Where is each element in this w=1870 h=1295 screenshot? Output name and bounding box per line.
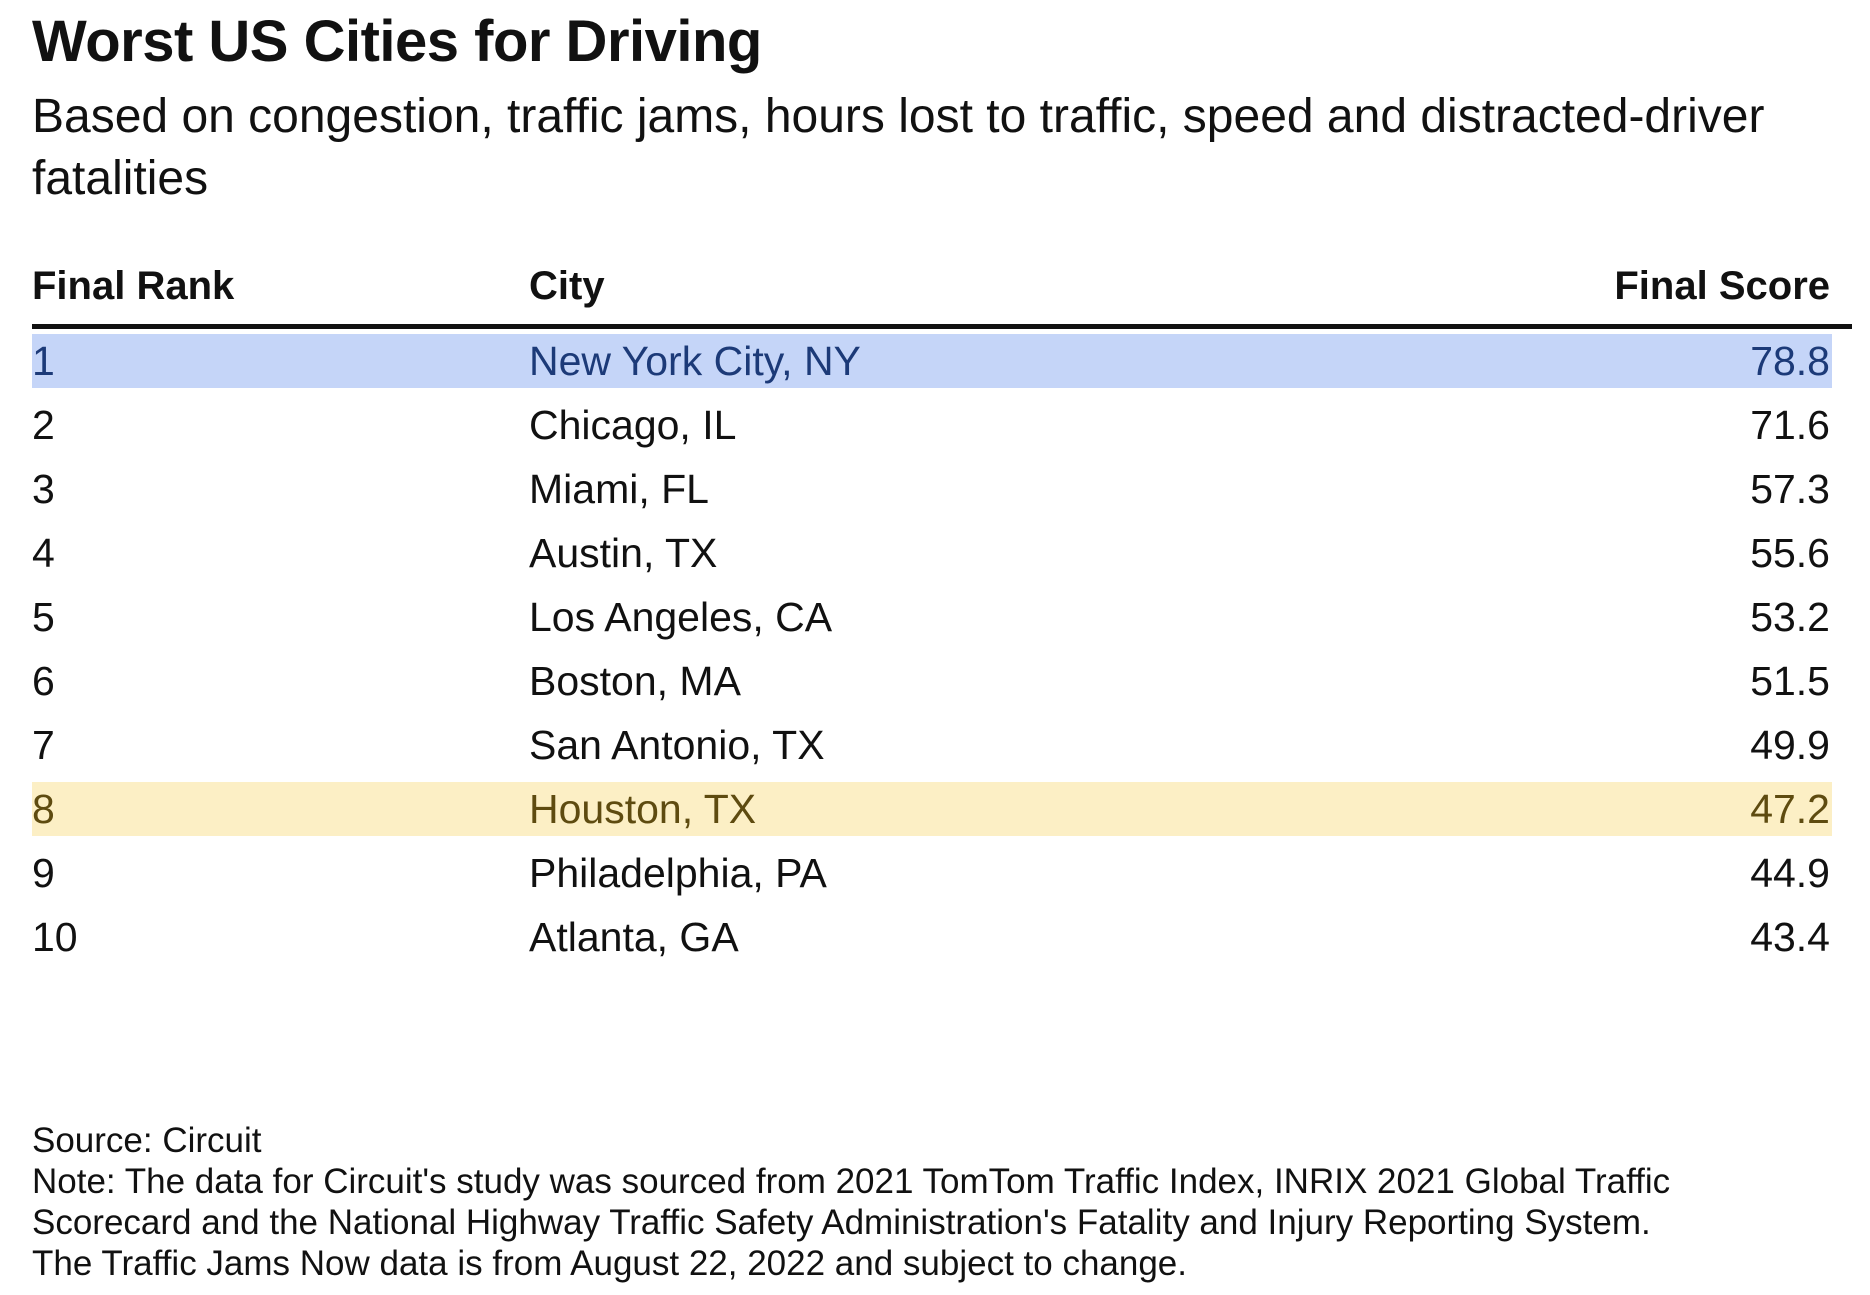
- score-cell: 47.2: [1750, 786, 1830, 832]
- rank-cell: 1: [32, 338, 55, 384]
- rank-cell: 10: [32, 914, 78, 960]
- score-cell: 55.6: [1750, 530, 1830, 576]
- city-cell: Miami, FL: [529, 466, 709, 512]
- chart-footer: Source: Circuit Note: The data for Circu…: [32, 1120, 1852, 1284]
- score-cell: 43.4: [1750, 914, 1830, 960]
- score-cell: 71.6: [1750, 402, 1830, 448]
- score-cell: 44.9: [1750, 850, 1830, 896]
- table-header: Final Rank City Final Score: [32, 258, 1852, 329]
- score-cell: 53.2: [1750, 594, 1830, 640]
- city-cell: Los Angeles, CA: [529, 594, 833, 640]
- rank-cell: 6: [32, 658, 55, 704]
- rank-cell: 3: [32, 466, 55, 512]
- rank-cell: 4: [32, 530, 55, 576]
- header-city: City: [529, 264, 605, 308]
- note-line-3: The Traffic Jams Now data is from August…: [32, 1244, 1187, 1283]
- table-row: 5 Los Angeles, CA 53.2: [32, 590, 1832, 644]
- city-cell: Chicago, IL: [529, 402, 737, 448]
- note-line-1: Note: The data for Circuit's study was s…: [32, 1162, 1671, 1201]
- ranking-table: Final Rank City Final Score 1 New York Ci…: [32, 258, 1852, 960]
- city-cell: San Antonio, TX: [529, 722, 825, 768]
- table-row: 8 Houston, TX 47.2: [32, 782, 1832, 836]
- score-cell: 78.8: [1750, 338, 1830, 384]
- score-cell: 51.5: [1750, 658, 1830, 704]
- chart-subtitle: Based on congestion, traffic jams, hours…: [32, 90, 1765, 205]
- source-note: Source: Circuit: [32, 1121, 262, 1160]
- table-row: 1 New York City, NY 78.8: [32, 334, 1832, 388]
- header-final-score: Final Score: [1614, 264, 1830, 308]
- header-final-rank: Final Rank: [32, 264, 235, 308]
- rank-cell: 7: [32, 722, 55, 768]
- city-cell: Houston, TX: [529, 786, 757, 832]
- table-row: 7 San Antonio, TX 49.9: [32, 718, 1832, 772]
- score-cell: 57.3: [1750, 466, 1830, 512]
- city-cell: Atlanta, GA: [529, 914, 739, 960]
- table-row: 10 Atlanta, GA 43.4: [32, 910, 1832, 964]
- city-cell: Austin, TX: [529, 530, 718, 576]
- rank-cell: 2: [32, 402, 55, 448]
- table-row: 4 Austin, TX 55.6: [32, 526, 1832, 580]
- table-row: 9 Philadelphia, PA 44.9: [32, 846, 1832, 900]
- chart-title: Worst US Cities for Driving: [32, 9, 762, 74]
- city-cell: Boston, MA: [529, 658, 741, 704]
- table-row: 2 Chicago, IL 71.6: [32, 398, 1832, 452]
- note-line-2: Scorecard and the National Highway Traff…: [32, 1203, 1651, 1242]
- rank-cell: 5: [32, 594, 55, 640]
- city-cell: New York City, NY: [529, 338, 861, 384]
- table-row: 6 Boston, MA 51.5: [32, 654, 1832, 708]
- city-cell: Philadelphia, PA: [529, 850, 827, 896]
- rank-cell: 9: [32, 850, 55, 896]
- rank-cell: 8: [32, 786, 55, 832]
- table-row: 3 Miami, FL 57.3: [32, 462, 1832, 516]
- score-cell: 49.9: [1750, 722, 1830, 768]
